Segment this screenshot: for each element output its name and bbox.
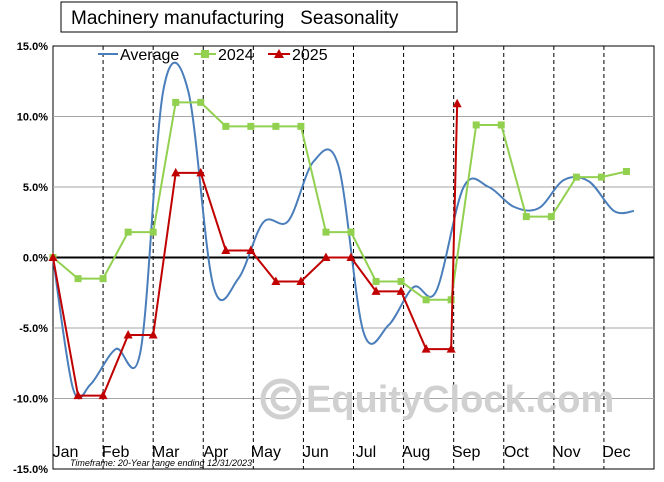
y-tick-label: -15.0%	[13, 464, 48, 476]
data-point-2025	[148, 330, 158, 339]
data-point-2025	[196, 167, 206, 177]
data-point-2024	[272, 122, 280, 130]
x-tick-label: Mar	[152, 444, 180, 461]
series-line-2025	[52, 103, 459, 397]
data-point-2025	[246, 245, 256, 254]
data-point-2025	[123, 330, 133, 339]
data-point-2025	[221, 245, 231, 254]
x-tick-label: Apr	[203, 444, 229, 461]
y-tick-label: 5.0%	[23, 182, 48, 194]
data-point-2024	[247, 122, 255, 130]
legend-label-average: Average	[120, 47, 179, 64]
x-tick-label: Sep	[452, 444, 481, 461]
legend-label-2024: 2024	[218, 47, 254, 64]
y-tick-label: -10.0%	[13, 394, 48, 406]
data-point-2024	[347, 228, 355, 236]
x-tick-label: May	[251, 444, 281, 461]
legend-item-2025: 2025	[268, 47, 328, 64]
data-point-2024	[372, 277, 380, 285]
data-point-2024	[447, 296, 455, 304]
data-point-2025	[452, 98, 462, 108]
data-point-2024	[99, 275, 107, 283]
y-tick-label: 0.0%	[23, 253, 48, 265]
y-tick-label: 10.0%	[17, 112, 48, 124]
data-point-2024	[572, 173, 580, 181]
series-line-average	[52, 61, 635, 400]
data-point-2024	[472, 121, 480, 129]
x-tick-label: Aug	[402, 444, 430, 461]
x-tick-label: Jun	[303, 444, 329, 461]
data-point-2024	[149, 228, 157, 236]
data-point-2024	[297, 122, 305, 130]
legend-item-2024: 2024	[194, 47, 254, 64]
data-point-2024	[622, 167, 630, 175]
data-point-2024	[597, 173, 605, 181]
x-tick-label: Dec	[602, 444, 630, 461]
x-tick-label: Oct	[504, 444, 529, 461]
legend-label-2025: 2025	[292, 47, 328, 64]
data-point-2025	[271, 276, 281, 285]
data-point-2025	[321, 252, 331, 261]
legend-item-average: Average	[98, 47, 179, 64]
x-tick-label: Feb	[102, 444, 130, 461]
y-tick-label: 15.0%	[17, 41, 48, 53]
data-point-2024	[74, 275, 82, 283]
data-point-2025	[171, 167, 181, 177]
data-point-2024	[222, 122, 230, 130]
series-line-2024	[52, 101, 627, 301]
square-marker-icon	[201, 50, 209, 58]
data-point-2024	[322, 228, 330, 236]
data-point-2024	[522, 213, 530, 221]
data-point-2024	[422, 296, 430, 304]
y-tick-label: -5.0%	[19, 323, 48, 335]
chart-title-box: Machinery manufacturing Seasonality	[60, 1, 458, 33]
data-point-2025	[73, 390, 83, 400]
copyright-icon	[260, 378, 302, 420]
x-tick-label: Jul	[356, 444, 376, 461]
data-point-2025	[346, 252, 356, 261]
series-lines	[48, 61, 635, 400]
timeframe-footnote: Timeframe: 20-Year range ending 12/31/20…	[70, 458, 252, 468]
x-axis-ticks: Jan Feb Mar Apr May Jun Jul Aug Sep Oct Nov Dec	[53, 444, 631, 461]
data-point-2025	[446, 344, 456, 353]
data-point-2025	[296, 276, 306, 285]
data-point-2024	[397, 277, 405, 285]
data-point-2024	[124, 228, 132, 236]
chart-title: Machinery manufacturing Seasonality	[71, 8, 399, 29]
data-point-2025	[48, 252, 58, 261]
data-point-2025	[98, 390, 108, 400]
x-tick-label: Nov	[552, 444, 580, 461]
data-point-2024	[197, 98, 205, 106]
x-tick-label: Jan	[53, 444, 79, 461]
data-point-2025	[396, 286, 406, 295]
data-point-2025	[371, 286, 381, 295]
y-axis-ticks: 15.0% 10.0% 5.0% 0.0% -5.0% -10.0% -15.0%	[13, 41, 48, 476]
data-point-2024	[497, 121, 505, 129]
data-point-2024	[172, 98, 180, 106]
watermark: EquityClock.com	[260, 378, 614, 421]
legend: Average 2024 2025	[98, 47, 328, 64]
triangle-marker-icon	[274, 49, 284, 58]
watermark-text: EquityClock.com	[306, 379, 614, 421]
data-point-2025	[421, 344, 431, 353]
data-point-2024	[547, 213, 555, 221]
